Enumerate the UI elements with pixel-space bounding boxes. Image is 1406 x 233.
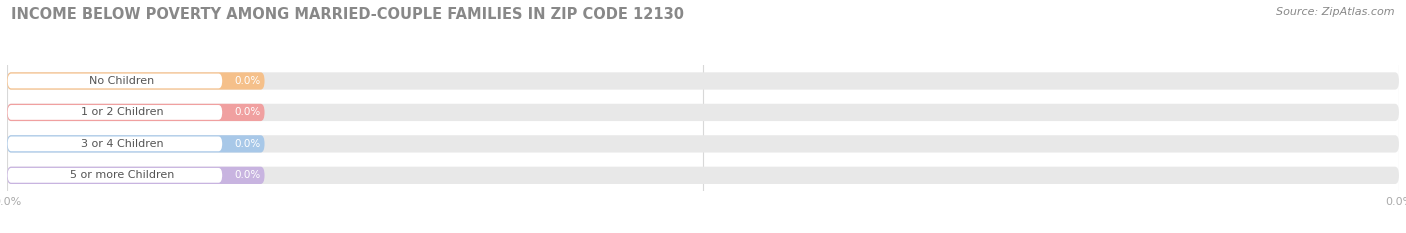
FancyBboxPatch shape (7, 72, 264, 90)
FancyBboxPatch shape (7, 74, 222, 88)
FancyBboxPatch shape (7, 104, 264, 121)
Text: 3 or 4 Children: 3 or 4 Children (80, 139, 163, 149)
FancyBboxPatch shape (7, 168, 222, 183)
Text: 5 or more Children: 5 or more Children (70, 170, 174, 180)
FancyBboxPatch shape (7, 135, 1399, 153)
FancyBboxPatch shape (7, 137, 222, 151)
FancyBboxPatch shape (7, 167, 264, 184)
Text: INCOME BELOW POVERTY AMONG MARRIED-COUPLE FAMILIES IN ZIP CODE 12130: INCOME BELOW POVERTY AMONG MARRIED-COUPL… (11, 7, 685, 22)
Text: 0.0%: 0.0% (235, 76, 262, 86)
Text: 0.0%: 0.0% (235, 139, 262, 149)
Text: Source: ZipAtlas.com: Source: ZipAtlas.com (1277, 7, 1395, 17)
FancyBboxPatch shape (7, 72, 1399, 90)
Text: 0.0%: 0.0% (235, 170, 262, 180)
FancyBboxPatch shape (7, 104, 1399, 121)
Text: No Children: No Children (89, 76, 155, 86)
FancyBboxPatch shape (7, 167, 1399, 184)
FancyBboxPatch shape (7, 135, 264, 153)
Text: 0.0%: 0.0% (235, 107, 262, 117)
FancyBboxPatch shape (7, 105, 222, 120)
Text: 1 or 2 Children: 1 or 2 Children (80, 107, 163, 117)
